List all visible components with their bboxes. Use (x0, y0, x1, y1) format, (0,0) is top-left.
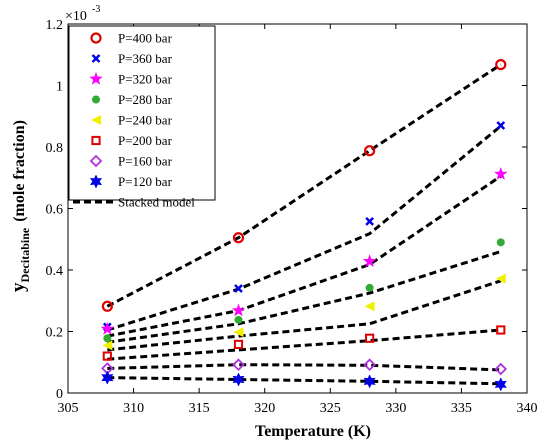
data-point (493, 166, 508, 180)
data-point (496, 121, 506, 130)
legend-label: P=240 bar (118, 113, 173, 128)
x-tick-label: 340 (517, 401, 538, 416)
legend-marker (90, 32, 102, 44)
data-point (101, 300, 113, 312)
legend: P=400 bar P=360 bar P=320 bar P=280 bar P=24… (68, 25, 216, 210)
legend-label: P=280 bar (118, 92, 173, 107)
marker-stroke (496, 121, 506, 130)
x-tick-label: 310 (123, 401, 144, 416)
data-point (496, 238, 505, 247)
model-line (106, 124, 502, 332)
legend-marker (92, 95, 100, 104)
x-tick-label: 335 (451, 401, 472, 416)
data-point (234, 284, 243, 293)
y-tick-label: 0.8 (46, 141, 64, 156)
data-point (365, 333, 375, 343)
y-tick-label: 0.4 (46, 264, 64, 279)
legend-label: P=360 bar (118, 51, 173, 66)
data-point (496, 325, 506, 335)
legend-label: Stacked model (118, 195, 195, 210)
y-tick-label: 0.2 (46, 326, 64, 341)
y-axis-title-rest: (mole fraction) (11, 120, 28, 222)
legend-marker (91, 115, 101, 125)
marker-stroke (234, 284, 243, 293)
data-point (231, 303, 246, 317)
x-tick-label: 320 (254, 401, 275, 416)
x-tick-label: 305 (58, 401, 79, 416)
data-point (233, 327, 244, 338)
data-point (102, 351, 112, 361)
y-axis-title-subscript: Decitabine (18, 227, 32, 282)
data-point (495, 273, 506, 284)
data-point (365, 283, 374, 292)
data-point (100, 321, 115, 335)
data-markers (100, 58, 508, 392)
legend-label: P=400 bar (118, 31, 173, 46)
data-point (103, 334, 112, 343)
y-axis-title: yDecitabine (mole fraction) (8, 120, 32, 292)
data-point (362, 254, 377, 268)
data-point (494, 377, 507, 392)
model-line (107, 279, 502, 352)
data-point (232, 372, 245, 387)
legend-marker (91, 54, 101, 63)
y-axis-title-main: y (8, 282, 29, 292)
data-point (102, 340, 113, 351)
data-point (495, 58, 507, 71)
model-line (107, 250, 502, 344)
x-tick-label: 315 (189, 401, 210, 416)
y-tick-label: 1.2 (46, 18, 64, 33)
data-point (101, 370, 114, 385)
data-point (363, 358, 376, 371)
marker-stroke (91, 54, 101, 63)
data-point (232, 358, 245, 371)
y-tick-label: 0 (56, 387, 63, 402)
data-point (232, 232, 245, 244)
legend-marker (91, 135, 101, 146)
marker-stroke (365, 217, 375, 226)
data-point (364, 301, 375, 312)
data-point (364, 145, 376, 157)
legend-marker (89, 174, 103, 189)
model-lines (106, 63, 502, 386)
y-tick-label: 0.6 (46, 203, 64, 218)
model-line (106, 63, 502, 308)
data-point (233, 339, 244, 350)
y-multiplier: ×10 (65, 9, 87, 24)
x-tick-label: 325 (320, 401, 341, 416)
x-axis-title: Temperature (K) (255, 423, 371, 440)
legend-marker (89, 154, 103, 168)
data-point (234, 315, 243, 324)
legend-marker (89, 71, 103, 85)
data-point (365, 217, 375, 226)
legend-label: P=160 bar (118, 154, 173, 169)
x-tick-label: 330 (385, 401, 406, 416)
legend-label: P=120 bar (118, 174, 173, 189)
model-line (107, 174, 502, 338)
axis-ticks: 305 310 315 320 325 330 335 340 0 0.2 0.4 0.6 0.8 1 1.… (46, 18, 538, 416)
y-multiplier-exponent: -3 (92, 4, 100, 15)
data-point (494, 362, 508, 376)
legend-label: P=200 bar (118, 133, 173, 148)
y-tick-label: 1 (56, 80, 63, 95)
legend-label: P=320 bar (118, 72, 173, 87)
data-point (363, 374, 376, 389)
